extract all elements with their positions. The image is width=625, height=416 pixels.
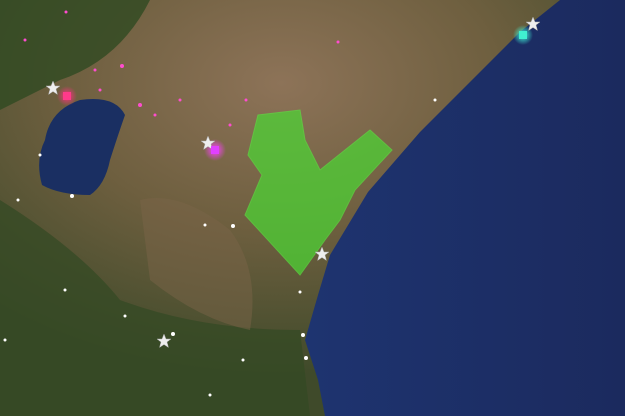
ocean [305,0,625,416]
dot [16,198,20,202]
forest [0,0,150,110]
star-marker[interactable] [525,16,541,32]
dot [3,338,7,342]
dot [433,98,437,102]
dot [301,333,305,337]
dot [64,10,68,14]
lowland [0,200,310,416]
highland [140,198,253,330]
dot [178,98,182,102]
city-marker[interactable] [519,31,527,39]
dot [228,123,232,127]
dot [38,153,42,157]
dot [70,194,74,198]
dot [120,64,124,68]
highlighted-region[interactable] [244,109,393,276]
dot [208,393,212,397]
dot [138,103,142,107]
magenta-dots [23,10,340,127]
dot [63,288,67,292]
white-dots [3,98,437,397]
dot [123,314,127,318]
dot [244,98,248,102]
dot [203,223,207,227]
dot [153,113,157,117]
dot [231,224,235,228]
lake [39,99,125,195]
city-marker[interactable] [211,146,219,154]
star-marker[interactable] [45,80,61,96]
stars [45,16,541,349]
dot [23,38,27,42]
city-marker[interactable] [63,92,71,100]
dot [336,40,340,44]
dot [98,88,102,92]
city-squares [63,31,527,154]
star-marker[interactable] [156,333,172,349]
dot [171,332,175,336]
star-marker[interactable] [314,246,330,262]
dot [298,290,302,294]
dot [93,68,97,72]
dot [304,356,308,360]
dot [241,358,245,362]
